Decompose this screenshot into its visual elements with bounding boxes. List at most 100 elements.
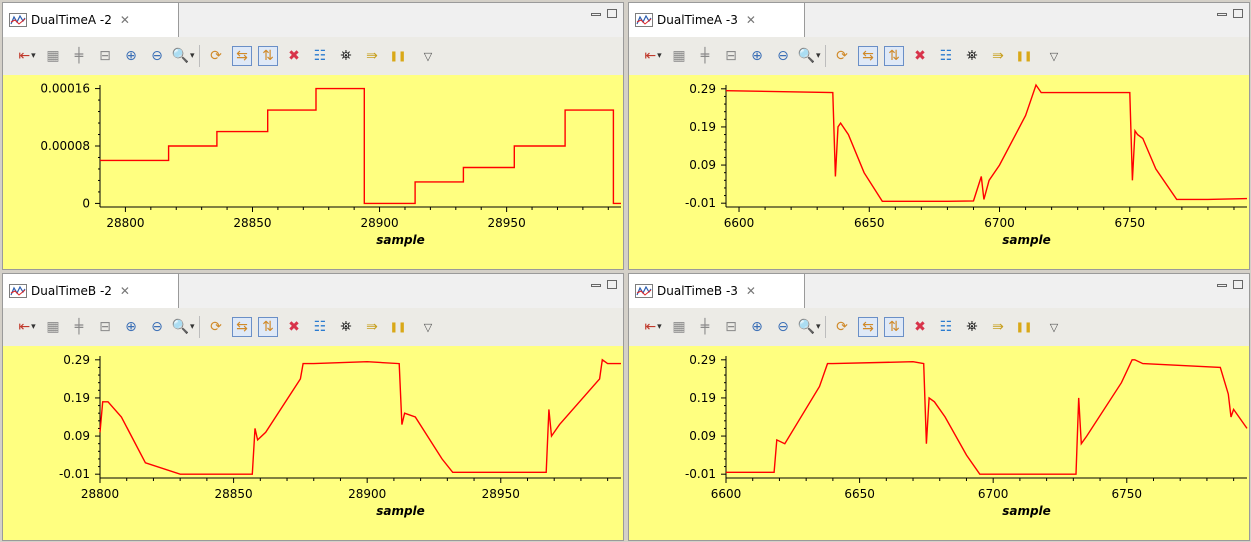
toolbar-separator	[199, 45, 200, 67]
chart-icon	[635, 13, 653, 27]
maximize-icon[interactable]	[607, 9, 617, 18]
view-tab[interactable]: DualTimeA -2 ✕	[3, 3, 179, 37]
fit-icon[interactable]: ▦	[672, 48, 686, 64]
step-icon[interactable]: ⇛	[366, 48, 378, 64]
zoom-in-icon[interactable]: ⊕	[751, 319, 763, 335]
fit-icon[interactable]: ▦	[672, 319, 686, 335]
close-icon[interactable]: ✕	[119, 13, 130, 27]
view-menu-icon[interactable]: ▽	[423, 320, 433, 334]
minimize-icon[interactable]	[591, 284, 601, 287]
center-icon[interactable]: ╪	[700, 48, 710, 64]
h-scroll-icon[interactable]: ⇆	[232, 317, 252, 337]
x-tick-label: 28850	[214, 487, 252, 501]
zoom-box-icon[interactable]: 🔍	[798, 46, 819, 66]
chart-area[interactable]: 0 0.00008 0.00016 28800 28850 28900 28950 sampl…	[3, 75, 623, 269]
x-tick-label: 6700	[984, 216, 1015, 230]
view-tab[interactable]: DualTimeB -2 ✕	[3, 274, 179, 308]
window-buttons	[1217, 280, 1243, 289]
refresh-icon[interactable]: ⟳	[210, 48, 222, 64]
line-chart: -0.01 0.09 0.19 0.29 6600 6650 6700 6750 sample	[685, 82, 1248, 247]
zoom-out-icon[interactable]: ⊖	[151, 48, 163, 64]
zoom-box-icon[interactable]: 🔍	[172, 317, 193, 337]
close-icon[interactable]: ✕	[119, 284, 130, 298]
view-tab-title: DualTimeA -3	[657, 13, 738, 27]
step-icon[interactable]: ⇛	[366, 319, 378, 335]
chart-view: DualTimeA -3 ✕ ⇤ ▦ ╪ ⊟ ⊕ ⊖ 🔍 ⟳ ⇆ ⇅ ✖ ☷ ⛯ ⇛ ❚❚ ▽ -0.01 0.…	[628, 2, 1250, 270]
close-icon[interactable]: ✕	[745, 13, 756, 27]
pause-icon[interactable]: ❚❚	[389, 50, 407, 62]
reset-axes-icon[interactable]: ⇤	[643, 317, 663, 337]
view-tab[interactable]: DualTimeB -3 ✕	[629, 274, 805, 308]
minimize-icon[interactable]	[1217, 284, 1227, 287]
zoom-box-icon[interactable]: 🔍	[172, 46, 193, 66]
zoom-out-icon[interactable]: ⊖	[777, 319, 789, 335]
refresh-icon[interactable]: ⟳	[836, 319, 848, 335]
refresh-icon[interactable]: ⟳	[210, 319, 222, 335]
pause-icon[interactable]: ❚❚	[1015, 321, 1033, 333]
y-tick-label: 0	[82, 196, 90, 210]
view-tab[interactable]: DualTimeA -3 ✕	[629, 3, 805, 37]
chart-area[interactable]: -0.01 0.09 0.19 0.29 28800 28850 28900 28950 sam…	[3, 346, 623, 540]
step-icon[interactable]: ⇛	[992, 48, 1004, 64]
pause-icon[interactable]: ❚❚	[1015, 50, 1033, 62]
fit-icon[interactable]: ▦	[46, 48, 60, 64]
h-scroll-icon[interactable]: ⇆	[858, 317, 878, 337]
refresh-icon[interactable]: ⟳	[836, 48, 848, 64]
v-scroll-icon[interactable]: ⇅	[884, 317, 904, 337]
center-icon[interactable]: ╪	[74, 319, 84, 335]
legend-icon[interactable]: ☷	[313, 48, 327, 64]
legend-icon[interactable]: ☷	[313, 319, 327, 335]
clear-icon[interactable]: ✖	[914, 319, 926, 335]
find-icon[interactable]: ⛯	[340, 319, 352, 335]
rescale-icon[interactable]: ⊟	[99, 48, 111, 64]
view-menu-icon[interactable]: ▽	[423, 49, 433, 63]
clear-icon[interactable]: ✖	[288, 48, 300, 64]
y-tick-label: 0.19	[689, 391, 716, 405]
maximize-icon[interactable]	[1233, 9, 1243, 18]
rescale-icon[interactable]: ⊟	[725, 48, 737, 64]
rescale-icon[interactable]: ⊟	[99, 319, 111, 335]
zoom-in-icon[interactable]: ⊕	[751, 48, 763, 64]
reset-axes-icon[interactable]: ⇤	[17, 317, 37, 337]
zoom-out-icon[interactable]: ⊖	[777, 48, 789, 64]
fit-icon[interactable]: ▦	[46, 319, 60, 335]
maximize-icon[interactable]	[607, 280, 617, 289]
h-scroll-icon[interactable]: ⇆	[858, 46, 878, 66]
series-line	[100, 87, 621, 205]
legend-icon[interactable]: ☷	[939, 319, 953, 335]
x-tick-label: 28800	[106, 216, 144, 230]
chart-area[interactable]: -0.01 0.09 0.19 0.29 6600 6650 6700 6750 sample	[629, 346, 1249, 540]
toolbar-separator	[825, 45, 826, 67]
maximize-icon[interactable]	[1233, 280, 1243, 289]
find-icon[interactable]: ⛯	[340, 48, 352, 64]
pause-icon[interactable]: ❚❚	[389, 321, 407, 333]
v-scroll-icon[interactable]: ⇅	[258, 46, 278, 66]
zoom-in-icon[interactable]: ⊕	[125, 48, 137, 64]
find-icon[interactable]: ⛯	[966, 48, 978, 64]
rescale-icon[interactable]: ⊟	[725, 319, 737, 335]
v-scroll-icon[interactable]: ⇅	[258, 317, 278, 337]
minimize-icon[interactable]	[591, 13, 601, 16]
view-menu-icon[interactable]: ▽	[1049, 320, 1059, 334]
clear-icon[interactable]: ✖	[288, 319, 300, 335]
reset-axes-icon[interactable]: ⇤	[643, 46, 663, 66]
clear-icon[interactable]: ✖	[914, 48, 926, 64]
step-icon[interactable]: ⇛	[992, 319, 1004, 335]
zoom-out-icon[interactable]: ⊖	[151, 319, 163, 335]
legend-icon[interactable]: ☷	[939, 48, 953, 64]
zoom-box-icon[interactable]: 🔍	[798, 317, 819, 337]
v-scroll-icon[interactable]: ⇅	[884, 46, 904, 66]
x-axis-title: sample	[1002, 233, 1051, 247]
reset-axes-icon[interactable]: ⇤	[17, 46, 37, 66]
minimize-icon[interactable]	[1217, 13, 1227, 16]
zoom-in-icon[interactable]: ⊕	[125, 319, 137, 335]
center-icon[interactable]: ╪	[700, 319, 710, 335]
x-axis-title: sample	[376, 504, 425, 518]
h-scroll-icon[interactable]: ⇆	[232, 46, 252, 66]
chart-icon	[9, 13, 27, 27]
center-icon[interactable]: ╪	[74, 48, 84, 64]
view-menu-icon[interactable]: ▽	[1049, 49, 1059, 63]
chart-area[interactable]: -0.01 0.09 0.19 0.29 6600 6650 6700 6750 sample	[629, 75, 1249, 269]
find-icon[interactable]: ⛯	[966, 319, 978, 335]
close-icon[interactable]: ✕	[745, 284, 756, 298]
